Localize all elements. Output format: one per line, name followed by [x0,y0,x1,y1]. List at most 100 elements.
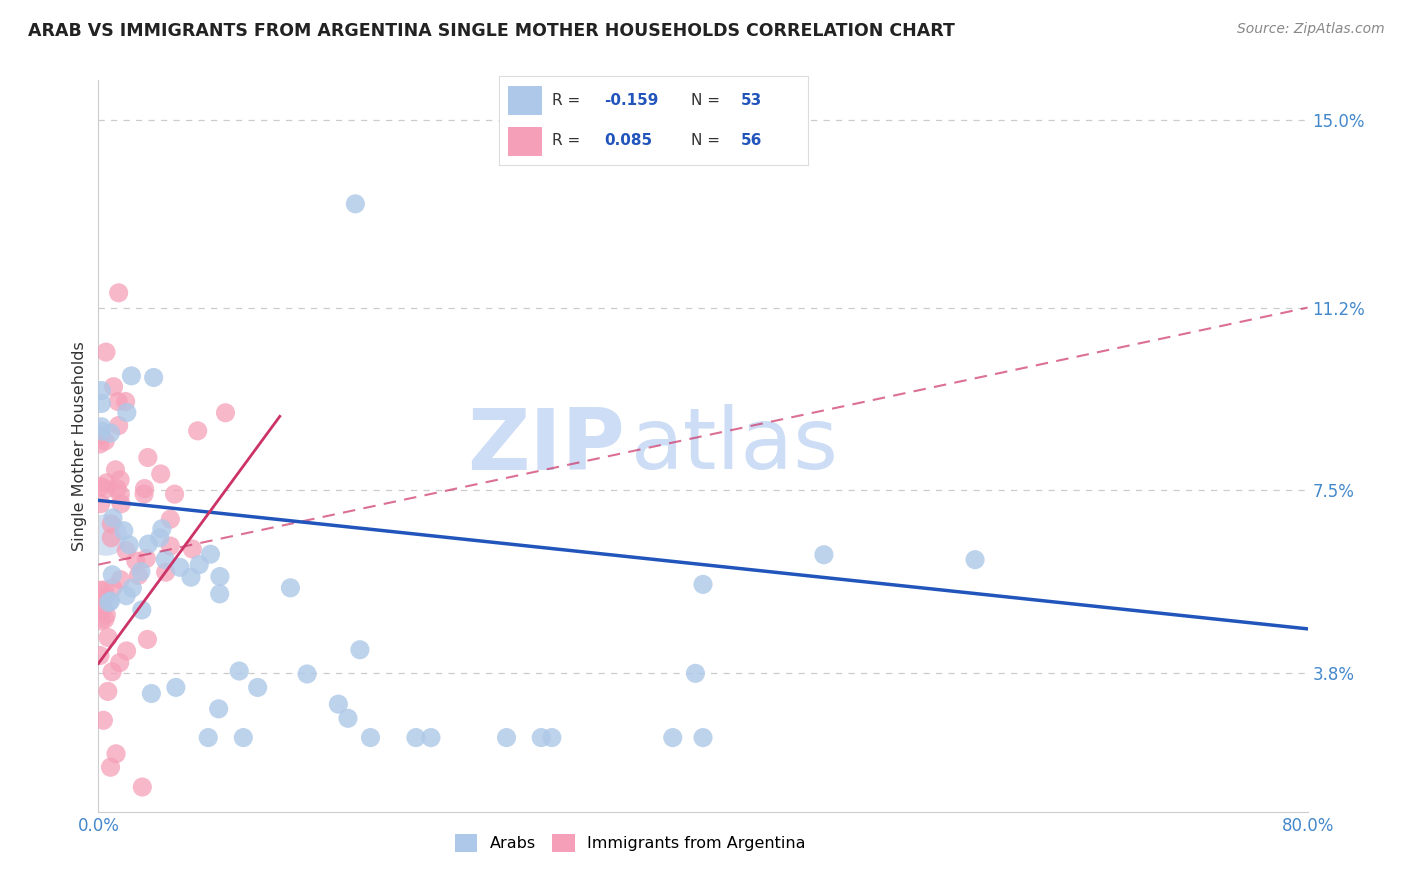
Point [120,368,142,383]
Point [100,531,122,545]
Point [100,760,122,774]
Point [141,686,163,700]
Point [153,552,176,566]
Point [100,594,122,608]
Point [181,541,204,556]
Point [155,565,177,579]
Point [108,656,131,670]
Point [97,631,120,645]
Point [685,666,707,681]
Point [132,487,155,501]
Point [90,497,112,511]
Text: N =: N = [690,133,724,148]
Point [136,450,159,465]
Text: N =: N = [690,93,724,108]
Point [115,644,138,658]
Point [105,747,128,761]
Text: Source: ZipAtlas.com: Source: ZipAtlas.com [1237,22,1385,37]
Text: 53: 53 [741,93,762,108]
Point [110,573,132,587]
Point [149,531,172,545]
Point [200,547,222,561]
Point [115,543,138,558]
Point [89,437,111,451]
Point [121,581,143,595]
Y-axis label: Single Mother Households: Single Mother Households [72,341,87,551]
Point [420,731,443,745]
Point [115,405,138,419]
Point [197,731,219,745]
Point [246,681,269,695]
Point [101,567,124,582]
Point [530,731,553,745]
Point [107,285,129,300]
Point [232,731,254,745]
Point [136,632,159,647]
Point [208,569,231,583]
Point [163,487,186,501]
Point [94,528,117,542]
Point [165,681,187,695]
Point [89,583,111,598]
Point [96,607,118,622]
FancyBboxPatch shape [509,127,543,156]
Point [295,667,318,681]
Point [169,560,191,574]
Point [328,697,350,711]
Point [104,463,127,477]
Point [344,197,367,211]
Point [97,684,120,698]
Point [110,487,132,501]
Text: R =: R = [551,93,585,108]
Point [136,537,159,551]
Point [127,568,149,582]
Point [90,424,112,438]
Point [105,482,128,496]
Text: -0.159: -0.159 [605,93,658,108]
Point [90,384,112,398]
Point [107,394,129,409]
Text: ZIP: ZIP [467,404,624,488]
Point [107,418,129,433]
Point [142,370,165,384]
Point [692,731,714,745]
Point [131,780,153,794]
Point [813,548,835,562]
FancyBboxPatch shape [509,86,543,115]
Point [101,511,124,525]
Point [114,394,136,409]
Point [115,589,138,603]
Point [118,538,141,552]
Point [495,731,517,745]
Legend: Arabs, Immigrants from Argentina: Arabs, Immigrants from Argentina [449,828,813,859]
Point [208,702,231,716]
Point [90,428,112,442]
Text: atlas: atlas [630,404,838,488]
Point [90,419,112,434]
Point [187,424,209,438]
Point [159,512,181,526]
Point [96,475,118,490]
Point [134,482,156,496]
Point [93,713,115,727]
Point [89,604,111,618]
Point [90,396,112,410]
Point [90,614,112,628]
Point [692,577,714,591]
Point [90,479,112,493]
Point [131,603,153,617]
Point [280,581,302,595]
Point [94,482,117,496]
Point [103,380,125,394]
Point [110,497,132,511]
Point [112,524,135,538]
Point [108,473,131,487]
Point [125,554,148,568]
Point [208,587,231,601]
Text: ARAB VS IMMIGRANTS FROM ARGENTINA SINGLE MOTHER HOUSEHOLDS CORRELATION CHART: ARAB VS IMMIGRANTS FROM ARGENTINA SINGLE… [28,22,955,40]
Point [188,558,211,572]
Point [159,539,181,553]
Point [360,731,382,745]
Point [101,581,124,595]
Point [349,642,371,657]
